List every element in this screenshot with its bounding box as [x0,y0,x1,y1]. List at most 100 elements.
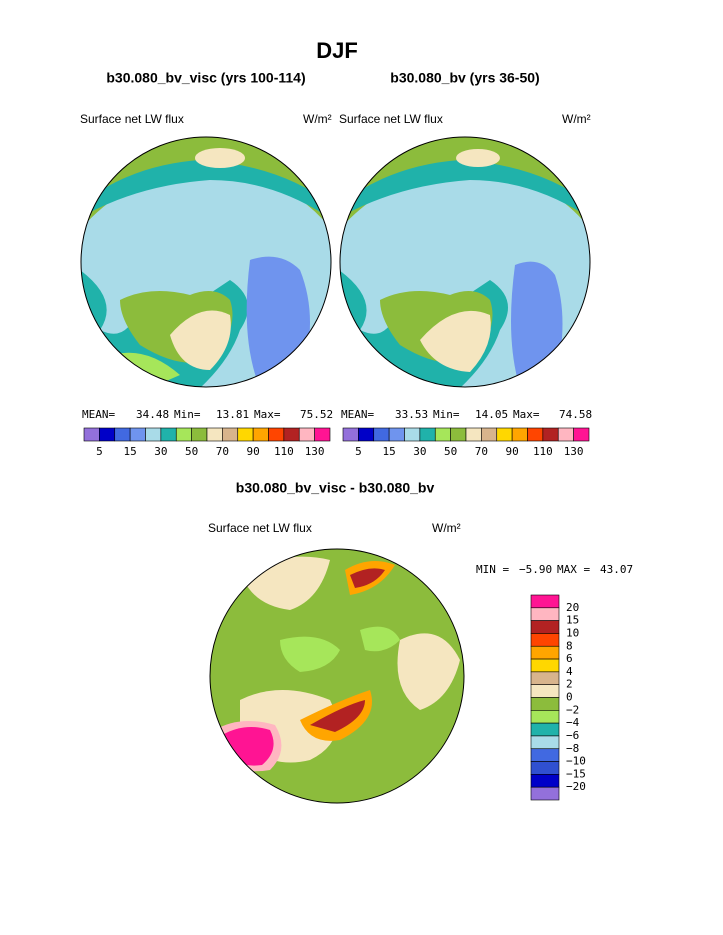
color-box [530,671,560,685]
color-box [527,427,544,442]
colorbar-label: 10 [566,626,579,639]
color-box [434,427,451,442]
color-box [419,427,436,442]
colorbar-label: 2 [566,678,573,691]
stat-text: MIN = [476,563,509,576]
color-box [298,427,315,442]
colorbar-label: 15 [383,445,396,458]
colorbar-label: 15 [124,445,137,458]
colorbar-label: 90 [506,445,519,458]
left-label: Surface net LW flux [339,112,443,126]
colorbar-label: 70 [216,445,229,458]
colorbar: 5 15 30 50 70 90 110 130 [83,427,331,458]
colorbar: 5 15 30 50 70 90 110 130 [342,427,590,458]
colorbar-label: 30 [154,445,167,458]
color-box [530,761,560,775]
color-box [283,427,300,442]
color-box [530,748,560,762]
stat-text: 74.58 [559,408,592,421]
left-label: Surface net LW flux [208,521,312,535]
color-box [388,427,405,442]
color-box [530,774,560,788]
colorbar-label: −2 [566,703,579,716]
colorbar-label: 0 [566,691,573,704]
map-border [339,136,591,388]
color-box [404,427,421,442]
stat-text: 14.05 [475,408,508,421]
colorbar-label: 5 [96,445,103,458]
stat-text: −5.90 [519,563,552,576]
map [210,549,464,803]
color-box [222,427,239,442]
colorbar-label: 90 [247,445,260,458]
panel-title: b30.080_bv_visc (yrs 100-114) [106,70,305,86]
color-box [129,427,146,442]
color-box [530,620,560,634]
colorbar-label: 20 [566,601,579,614]
stat-text: Max= [513,408,540,421]
color-box [530,658,560,673]
main-title: DJF [316,38,358,63]
color-box [465,427,482,442]
color-box [530,594,560,609]
colorbar-label: −15 [566,767,586,780]
color-box [530,684,560,698]
map-border [80,136,332,388]
colorbar-label: −4 [566,716,580,729]
color-box [83,427,100,442]
stats: MEAN= 34.48 Min= 13.81 Max= 75.52 [82,408,333,421]
stat-text: Max= [254,408,281,421]
colorbar-label: 110 [274,445,294,458]
stat-text: 33.53 [395,408,428,421]
stat-text: MEAN= [341,408,374,421]
colorbar-label: 130 [305,445,325,458]
color-box [206,427,223,442]
colorbar-label: 50 [185,445,198,458]
color-box [530,607,560,621]
color-box [373,427,390,442]
stats: MEAN= 33.53 Min= 14.05 Max= 74.58 [341,408,592,421]
color-box [268,427,285,442]
stat-text: 34.48 [136,408,169,421]
color-box [557,427,574,442]
color-box [530,786,560,801]
stat-text: MAX = [557,563,590,576]
stat-text: 75.52 [300,408,333,421]
color-box [530,645,560,660]
color-box [175,427,192,442]
stat-text: 13.81 [216,408,249,421]
units: W/m² [303,112,332,126]
color-box [358,427,375,442]
colorbar-label: 4 [566,665,573,678]
colorbar-label: 30 [413,445,426,458]
panel-title: b30.080_bv (yrs 36-50) [390,70,539,86]
stat-text: Min= [433,408,460,421]
stats: MIN = −5.90 MAX = 43.07 [476,563,633,576]
color-box [530,735,560,750]
colorbar-label: −6 [566,729,579,742]
colorbar-label: 8 [566,639,573,652]
colorbar-label: 110 [533,445,553,458]
color-box [530,633,560,647]
color-box [511,427,528,442]
color-box [252,427,269,442]
color-box [145,427,162,442]
color-box [542,427,559,442]
color-box [237,427,254,442]
color-box [160,427,177,442]
color-box [481,427,498,442]
color-box [530,722,560,737]
colorbar-label: −10 [566,755,586,768]
stat-text: MEAN= [82,408,115,421]
colorbar-label: 5 [355,445,362,458]
colorbar-label: 15 [566,614,579,627]
color-box [573,427,590,442]
stat-text: Min= [174,408,201,421]
stat-text: 43.07 [600,563,633,576]
color-box [99,427,116,442]
color-box [114,427,131,442]
units: W/m² [562,112,591,126]
left-label: Surface net LW flux [80,112,184,126]
